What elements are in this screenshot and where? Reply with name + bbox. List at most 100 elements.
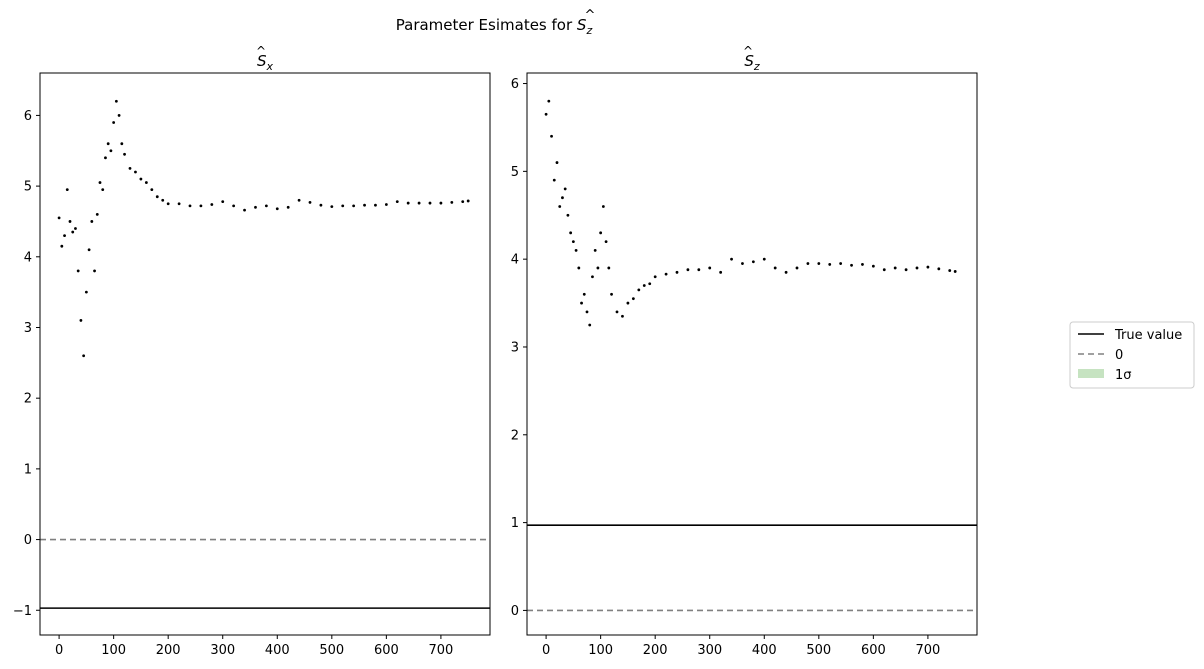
figure-title-base: Parameter Esimates for [396, 16, 577, 34]
legend-zero-label: 0 [1115, 348, 1123, 363]
subplot-sx-data-point [461, 200, 465, 204]
subplot-sz-data-point [561, 196, 564, 200]
subplot-sz-y-tick-label: 6 [511, 77, 519, 92]
subplot-sz-data-point [558, 205, 562, 208]
subplot-sz-data-point [550, 134, 553, 138]
subplot-sx-y-tick-label: 0 [24, 533, 32, 548]
subplot-sx-x-tick-label: 0 [55, 643, 63, 658]
subplot-sx-data-point [93, 269, 96, 273]
subplot-sx-frame-top [39, 72, 491, 636]
subplot-sz-data-point [686, 268, 690, 272]
subplot-sz-y-tick-label: 2 [511, 428, 519, 443]
subplot-sz-x-tick-label: 200 [643, 643, 668, 658]
subplot-sz-data-point [626, 301, 630, 305]
subplot-sz-data-point [591, 275, 594, 279]
subplot-sz-x-tick-label: 600 [861, 643, 886, 658]
subplot-sx-data-point [106, 142, 110, 146]
subplot-sz-data-point [648, 282, 652, 286]
legend-sigma-swatch [1078, 369, 1104, 378]
subplot-sx-title-hat: ^ [256, 44, 266, 58]
subplot-sx-data-point [84, 290, 88, 294]
subplot-sz-data-point [599, 231, 603, 235]
subplot-sz-data-point [773, 266, 777, 270]
subplot-sx-data-point [395, 200, 399, 204]
subplot-sz-data-point [730, 257, 733, 261]
subplot-sx-data-point [60, 244, 64, 248]
subplot-sz-y-tick-label: 0 [511, 604, 519, 619]
subplot-sx-data-point [374, 203, 377, 207]
subplot-sx-x-tick-label: 100 [101, 643, 126, 658]
subplot-sz-data-point [751, 260, 755, 264]
subplot-sx: Sx ^ 0 100 200 300 400 500 600 700 −1 0 1 2 3 4 5 6 [13, 44, 491, 658]
subplot-sz-data-point [953, 270, 957, 273]
subplot-sz-data-point [861, 263, 864, 266]
subplot-sz-data-point [588, 323, 592, 327]
subplot-sz-data-point [569, 231, 573, 235]
subplot-sz-data-point [915, 266, 919, 270]
subplot-sx-data-point [297, 198, 301, 202]
subplot-sx-y-tick-label: 2 [24, 392, 32, 407]
subplot-sz-data-point [563, 187, 567, 191]
subplot-sx-data-point [65, 188, 69, 192]
subplot-sx-data-point [450, 200, 454, 204]
subplot-sz-data-point [926, 265, 930, 269]
subplot-sx-data-point [79, 319, 83, 322]
subplot-sz-data-point [795, 266, 799, 270]
subplot-sx-y-tick-label: 5 [24, 180, 32, 195]
subplot-sx-data-point [221, 200, 225, 204]
subplot-sz-title-symbol: S [744, 52, 754, 70]
subplot-sz-data-point [741, 262, 744, 265]
subplot-sx-data-point [286, 205, 290, 209]
subplot-sz-data-point [762, 257, 766, 261]
subplot-sz-data-point [719, 270, 723, 274]
subplot-sx-data-point [120, 142, 124, 146]
subplot-sx-data-point [128, 167, 132, 170]
subplot-sz-y-tick-label: 4 [511, 253, 519, 268]
subplot-sz-data-point [555, 161, 559, 164]
subplot-sz-x-tick-label: 100 [588, 643, 613, 658]
legend-true-value-label: True value [1114, 328, 1182, 343]
subplot-sz-data-point [552, 178, 556, 182]
subplot-sx-data-point [264, 204, 268, 208]
figure-title: Parameter Esimates for Sz [396, 16, 593, 37]
subplot-sz-data-point [596, 266, 600, 270]
subplot-sz-data-point [631, 297, 635, 301]
subplot-sz-data-point [871, 264, 875, 268]
subplot-sx-data-point [74, 227, 77, 230]
subplot-sx-data-point [330, 205, 334, 209]
subplot-sz-y-tick-label: 3 [511, 340, 519, 355]
subplot-sx-y-tick-label: 1 [24, 462, 32, 477]
subplot-sx-data-point [68, 220, 72, 223]
subplot-sz-y-tick-label: 5 [511, 165, 519, 180]
subplot-sx-data-point [275, 207, 279, 211]
subplot-sz-data-point [937, 267, 941, 271]
subplot-sx-data-point [101, 188, 105, 192]
subplot-sx-x-tick-label: 500 [319, 643, 344, 658]
subplot-sx-data-point [98, 181, 102, 184]
subplot-sx-data-point [112, 121, 116, 124]
subplot-sz-data-point [850, 263, 853, 267]
subplot-sz-x-tick-label: 400 [752, 643, 777, 658]
subplot-sx-data-point [87, 248, 91, 252]
subplot-sz-data-point [580, 301, 583, 305]
figure-title-symbol: S [577, 16, 587, 34]
subplot-sx-x-tick-label: 300 [210, 643, 235, 658]
subplot-sz-data-point [577, 266, 581, 270]
subplot-sx-x-tick-label: 400 [265, 643, 290, 658]
legend-sigma-label: 1σ [1115, 368, 1132, 383]
subplot-sz-data-point [585, 310, 589, 314]
subplot-sz-y-tick-label: 1 [511, 516, 519, 531]
subplot-sx-y-tick-label: 4 [24, 250, 32, 265]
subplot-sz-x-tick-label: 0 [542, 643, 550, 658]
subplot-sz-data-point [571, 240, 575, 244]
subplot-sx-data-point [90, 220, 94, 223]
subplot-sz-data-point [610, 292, 613, 296]
subplot-sx-data-point [63, 234, 66, 237]
subplot-sx-y-tick-label: 3 [24, 321, 32, 336]
subplot-sx-data-point [71, 230, 75, 234]
subplot-sx-data-point [76, 269, 80, 273]
subplot-sz-data-point [664, 272, 668, 276]
subplot-sz-data-point [653, 275, 657, 279]
subplot-sz-data-point [637, 288, 641, 292]
subplot-sz-data-point [893, 266, 897, 270]
